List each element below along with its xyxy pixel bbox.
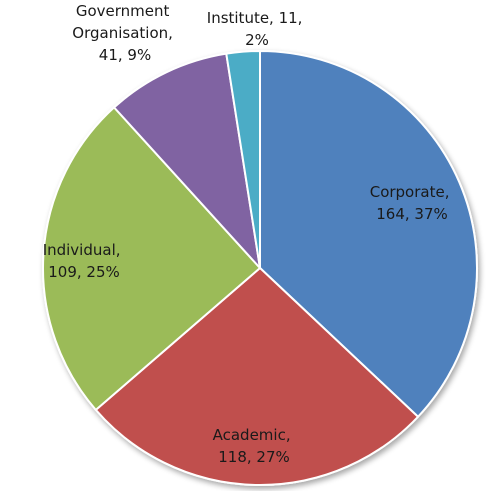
label-institute: Institute, 11, 2% — [207, 9, 307, 49]
label-corporate: Corporate, 164, 37% — [370, 183, 455, 223]
label-government-organisation: Government Organisation, 41, 9% — [72, 2, 177, 64]
label-government-line3: 41, 9% — [99, 46, 151, 64]
label-institute-line1: Institute, 11, — [207, 9, 303, 27]
label-individual: Individual, 109, 25% — [43, 241, 126, 281]
label-academic-line2: 118, 27% — [218, 448, 290, 466]
label-government-line2: Organisation, — [72, 24, 173, 42]
pie-slice-academic — [94, 267, 419, 486]
label-academic-line1: Academic, — [213, 426, 291, 444]
pie-slice-government-organisation — [113, 52, 261, 269]
label-government-line1: Government — [76, 2, 170, 20]
pie-slices — [42, 50, 478, 486]
pie-slice-institute — [225, 50, 261, 269]
pie-slice-corporate — [259, 50, 478, 418]
label-corporate-line2: 164, 37% — [376, 205, 448, 223]
pie-slice-individual — [42, 106, 261, 411]
label-corporate-line1: Corporate, — [370, 183, 450, 201]
label-individual-line1: Individual, — [43, 241, 121, 259]
label-individual-line2: 109, 25% — [48, 263, 120, 281]
label-institute-line2: 2% — [245, 31, 269, 49]
label-academic: Academic, 118, 27% — [213, 426, 296, 466]
